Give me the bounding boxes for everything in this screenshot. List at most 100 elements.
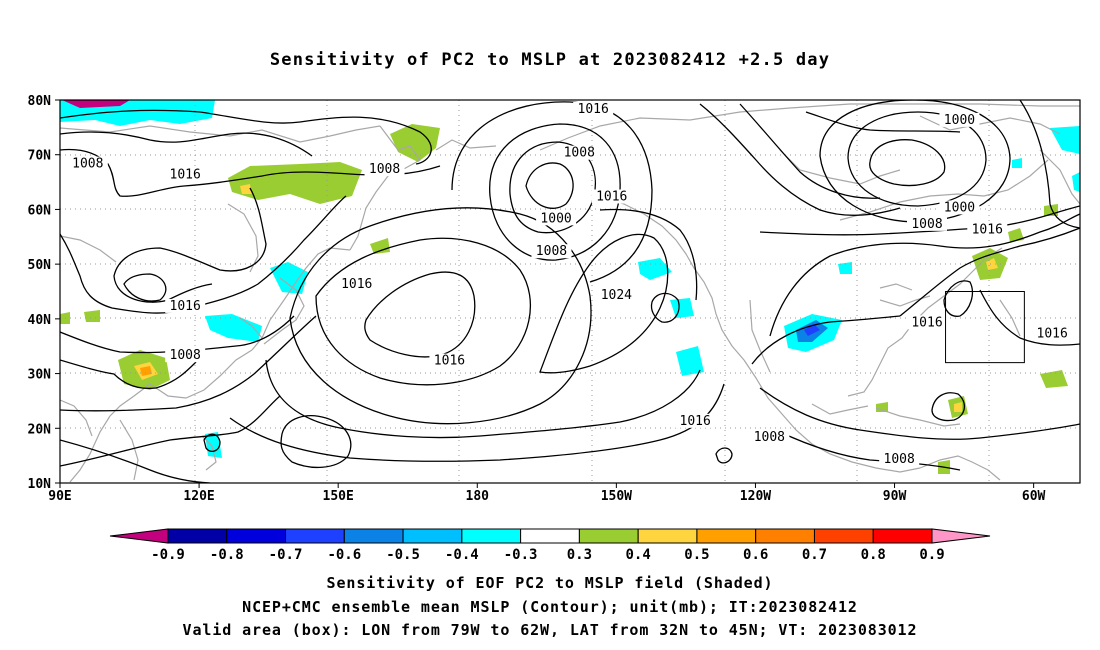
coastline: [539, 103, 1080, 151]
contour-label-bg: [336, 277, 377, 292]
coastline: [1039, 149, 1080, 205]
contour-label: 1016: [341, 277, 372, 292]
map-frame: [59, 99, 1081, 484]
isobar: [364, 271, 476, 358]
shade-positive: [1040, 370, 1068, 388]
colorbar-label: 0.8: [861, 547, 886, 563]
shade-negative: [670, 298, 694, 318]
shade-negative: [638, 258, 672, 280]
contour-label-bg: [531, 244, 572, 259]
contour-label: 1016: [170, 168, 201, 183]
contour-label: 1008: [911, 217, 942, 232]
isobar: [769, 213, 1080, 337]
coastline: [69, 415, 111, 483]
colorbar-label: 0.6: [743, 547, 768, 563]
shade-negative: [270, 262, 308, 294]
colorbar-cell: [285, 528, 345, 544]
isobar: [203, 433, 221, 453]
contour-label: 1008: [536, 244, 567, 259]
contour-label-bg: [907, 216, 947, 231]
isobar: [289, 207, 592, 425]
isobar: [60, 395, 281, 467]
colorbar-cell: [813, 528, 874, 544]
contour-label-bg: [596, 287, 637, 302]
caption-valid-area: Valid area (box): LON from 79W to 62W, L…: [182, 621, 918, 639]
colorbar-label: -0.9: [151, 547, 185, 563]
contour-label: 1024: [601, 288, 632, 303]
isobar: [60, 315, 317, 412]
lon-tick-label: 150W: [601, 489, 632, 504]
contour-label: 1008: [884, 452, 915, 467]
contour-label: 1008: [564, 146, 595, 161]
isobar: [60, 359, 197, 390]
colorbar-cells: [109, 528, 991, 544]
contour-label-bg: [536, 211, 577, 226]
contour-label-bg: [165, 348, 206, 363]
caption-shading: Sensitivity of EOF PC2 to MSLP field (Sh…: [326, 574, 774, 592]
lat-tick-label: 50N: [28, 258, 52, 273]
isobar: [779, 431, 961, 471]
lat-tick-label: 30N: [28, 368, 52, 383]
colorbar-cell: [872, 528, 933, 544]
colorbar-cell: [167, 528, 228, 544]
shade-positive: [390, 124, 440, 162]
lat-tick-label: 70N: [28, 149, 52, 164]
isobar: [60, 131, 313, 157]
contour-label-bg: [1032, 326, 1073, 341]
valid-area-box: [945, 291, 1025, 364]
isobar: [805, 111, 961, 133]
colorbar-label: -0.4: [445, 547, 479, 563]
colorbar-label: 0.3: [567, 547, 592, 563]
colorbar-labels: -0.9 -0.8 -0.7 -0.6 -0.5 -0.4 -0.3 0.3 0.4 0.5 0.6…: [151, 547, 945, 563]
coastline: [435, 139, 497, 151]
caption-contour: NCEP+CMC ensemble mean MSLP (Contour); u…: [242, 598, 858, 616]
colorbar-extend-low: [109, 528, 169, 544]
contour-label-bg: [429, 353, 470, 368]
coastline: [239, 317, 263, 339]
isobar: [739, 103, 881, 199]
lat-tick-label: 40N: [28, 313, 52, 328]
colorbar-cell: [755, 528, 815, 544]
isobar: [451, 101, 653, 283]
isobar: [759, 205, 1080, 236]
contour-label-bg: [879, 452, 920, 467]
isobar: [759, 387, 1080, 440]
contour-label-bg: [907, 315, 947, 330]
coastline: [811, 403, 869, 415]
colorbar-cell: [461, 528, 522, 544]
colorbar-label: -0.5: [386, 547, 420, 563]
isobar: [599, 208, 698, 301]
coastline: [875, 407, 961, 427]
colorbar-label: 0.4: [626, 547, 651, 563]
isobar: [819, 100, 1011, 223]
isobar: [979, 289, 1080, 346]
coastline: [779, 149, 901, 185]
isobar: [931, 392, 965, 422]
shade-positive: [1008, 228, 1024, 242]
colorbar-label: 0.9: [919, 547, 944, 563]
colorbar-cell: [343, 528, 404, 544]
shade-negative: [676, 346, 704, 376]
contour-label-bg: [364, 162, 405, 177]
isobar: [699, 103, 901, 216]
colorbar-label: -0.6: [327, 547, 361, 563]
coastline: [879, 283, 913, 291]
coastline: [109, 349, 253, 417]
contour-label: 1016: [1037, 326, 1068, 341]
isobar: [751, 315, 901, 365]
colorbar-cell: [696, 528, 757, 544]
contour-label-bg: [591, 189, 632, 204]
lon-tick-label: 120W: [740, 489, 771, 504]
isobar: [847, 111, 987, 207]
contour-label-bg: [939, 112, 980, 127]
sensitivity-shading: [60, 100, 1080, 474]
isobar: [60, 109, 432, 165]
contour-label-bg: [573, 101, 614, 116]
shade-positive-strong: [954, 402, 962, 412]
contour-label: 1000: [944, 200, 975, 215]
coastline: [251, 247, 351, 351]
contour-label: 1016: [911, 315, 942, 330]
